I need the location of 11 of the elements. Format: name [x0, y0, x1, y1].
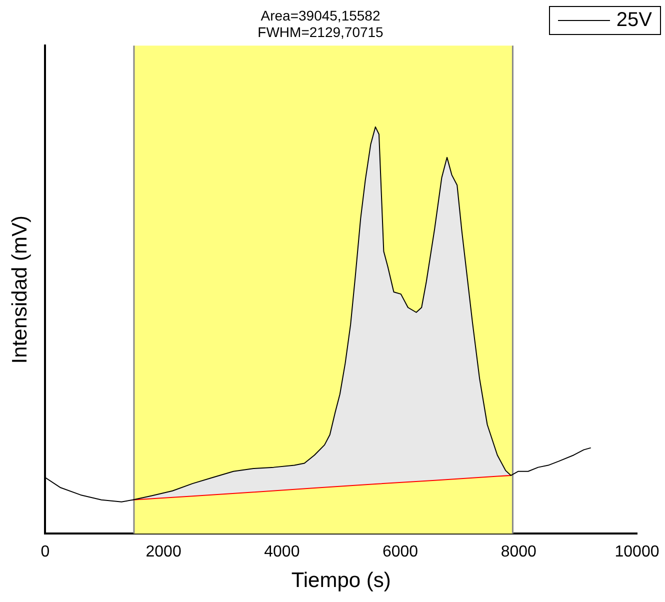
x-tick-label: 2000 — [146, 544, 182, 561]
x-tick-label: 8000 — [500, 544, 537, 561]
x-tick-label: 10000 — [614, 544, 660, 561]
legend-label: 25V — [616, 9, 652, 32]
x-axis-title: Tiempo (s) — [291, 569, 391, 592]
x-tick-label: 6000 — [382, 544, 418, 561]
text: Area=39045,15582 — [260, 7, 380, 24]
x-tick-label: 0 — [40, 544, 50, 561]
text: FWHM=2129,70715 — [258, 24, 384, 40]
y-axis-title: Intensidad (mV) — [8, 215, 32, 364]
x-tick-label: 4000 — [264, 544, 300, 561]
